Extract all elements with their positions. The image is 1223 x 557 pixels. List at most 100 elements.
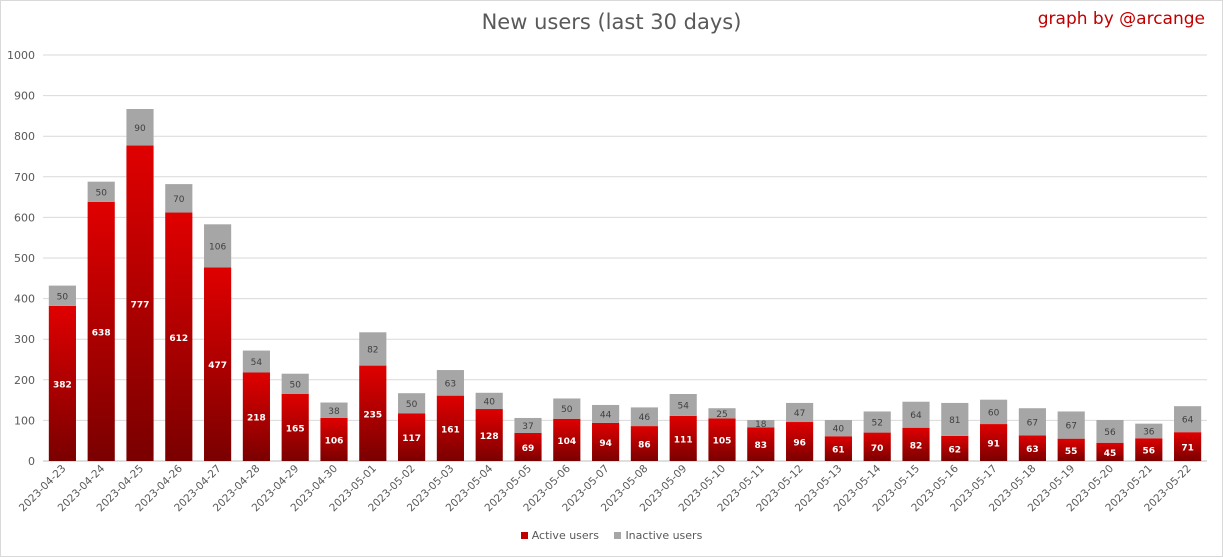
data-label-active: 165 [286,425,305,435]
data-label-active: 612 [169,334,188,344]
bar-inactive [980,399,1008,425]
bar-inactive [48,285,76,306]
data-label-inactive: 50 [289,380,301,390]
data-label-active: 91 [987,440,1000,450]
data-label-active: 104 [557,437,576,447]
y-tick-label: 700 [14,171,35,184]
bar-active [1096,442,1124,461]
legend-item-inactive: Inactive users [614,529,702,542]
data-label-inactive: 44 [600,410,612,420]
data-label-active: 96 [793,439,806,449]
chart-title: New users (last 30 days) [481,10,742,34]
data-label-active: 777 [131,300,150,310]
bar-inactive [669,394,697,416]
bar-active [1057,438,1085,461]
data-label-active: 69 [522,444,535,454]
data-label-active: 56 [1143,447,1156,457]
data-label-inactive: 37 [522,422,533,432]
bar-inactive [941,402,969,436]
bar-active [514,432,542,461]
legend-swatch-active [520,531,528,539]
data-label-active: 45 [1104,449,1117,459]
bar-active [204,267,232,461]
bar-active [630,426,658,461]
y-tick-label: 100 [14,414,35,427]
bar-active [708,418,736,461]
data-label-active: 70 [871,444,884,454]
bar-active [436,395,464,461]
data-label-active: 128 [480,432,499,442]
bar-active [126,145,154,461]
y-tick-label: 0 [28,455,35,468]
legend-label-inactive: Inactive users [625,529,703,542]
bar-inactive [359,332,387,366]
bar-inactive [242,350,270,373]
bar-inactive [1018,408,1046,436]
bar-inactive [436,370,464,396]
legend: Active users Inactive users [0,529,1223,542]
bar-inactive [165,184,193,213]
bar-active [359,365,387,461]
data-label-inactive: 56 [1104,428,1116,438]
bar-active [1174,432,1202,461]
bar-inactive [553,398,581,419]
y-tick-label: 900 [14,90,35,103]
data-label-active: 82 [910,441,923,451]
bar-inactive [87,181,115,202]
bar-active [87,201,115,462]
gridlines [43,54,1207,462]
bar-active [669,415,697,461]
data-label-active: 55 [1065,447,1078,457]
data-label-active: 105 [713,437,732,447]
bar-inactive [1096,419,1124,443]
bar-inactive [1135,423,1163,439]
data-label-inactive: 64 [1182,416,1194,426]
bar-active [941,435,969,461]
data-label-active: 106 [325,436,344,446]
bar-active [398,413,426,461]
legend-swatch-inactive [614,531,622,539]
data-label-active: 83 [755,441,768,451]
data-label-active: 63 [1026,445,1039,455]
data-label-inactive: 63 [445,379,456,389]
data-label-active: 71 [1181,444,1194,454]
data-label-inactive: 82 [367,345,378,355]
y-tick-label: 300 [14,333,35,346]
bar-inactive [126,108,154,146]
bar-active [48,305,76,461]
bar-active [1135,438,1163,461]
data-label-inactive: 46 [639,413,651,423]
bar-inactive [786,402,814,423]
data-label-active: 94 [599,439,612,449]
data-label-inactive: 54 [677,401,689,411]
data-label-inactive: 50 [57,292,69,302]
bar-inactive [1057,411,1085,439]
bar-inactive [824,419,852,437]
data-label-inactive: 50 [561,405,573,415]
x-axis: 2023-04-232023-04-242023-04-252023-04-26… [17,462,1194,514]
data-label-inactive: 38 [328,407,340,417]
bar-inactive [514,417,542,433]
data-label-inactive: 60 [988,408,1000,418]
data-label-inactive: 106 [209,242,226,252]
bar-active [320,417,348,461]
bar-active [902,427,930,461]
data-label-inactive: 90 [134,124,146,134]
bar-inactive [708,408,736,419]
data-label-inactive: 70 [173,195,185,205]
bar-active [553,418,581,461]
data-label-inactive: 54 [251,358,263,368]
y-tick-label: 500 [14,252,35,265]
bar-inactive [1174,406,1202,433]
data-label-inactive: 40 [483,397,495,407]
bar-inactive [747,419,775,428]
y-axis: 0 100 200 300 400 500 600 700 800 900 1000 [7,49,35,468]
data-label-active: 161 [441,425,460,435]
data-label-inactive: 47 [794,409,805,419]
data-label-active: 218 [247,414,266,424]
data-label-inactive: 40 [833,425,845,435]
y-tick-label: 1000 [7,49,35,62]
legend-item-active: Active users [520,529,599,542]
bar-active [863,432,891,461]
